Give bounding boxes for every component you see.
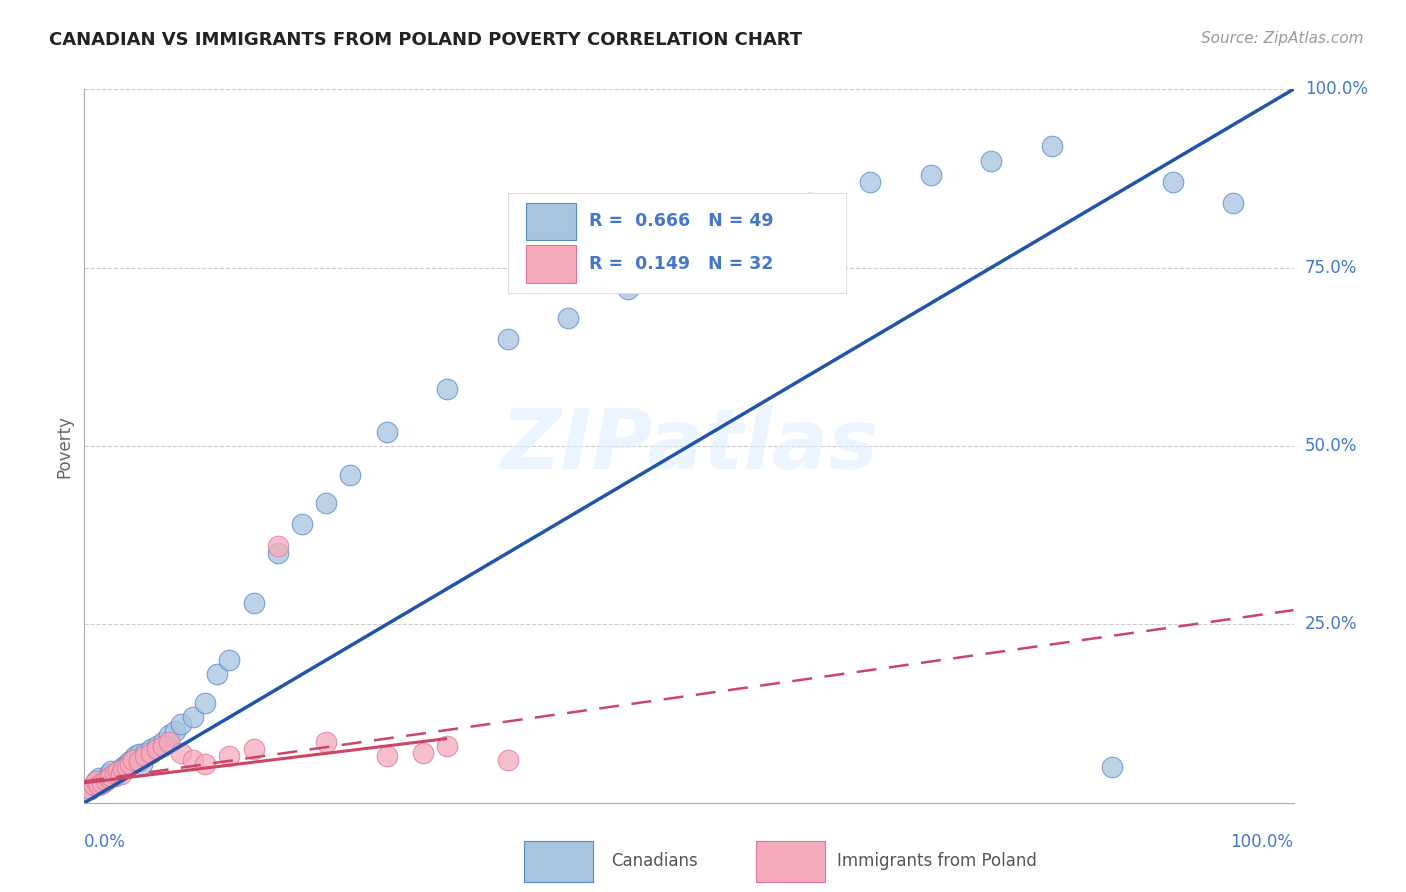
Point bbox=[1222, 196, 1244, 211]
Point bbox=[859, 175, 882, 189]
Point bbox=[170, 746, 193, 760]
Point bbox=[181, 710, 204, 724]
Point bbox=[87, 778, 110, 792]
Point bbox=[218, 653, 240, 667]
Point bbox=[110, 767, 132, 781]
Point bbox=[315, 735, 337, 749]
Point bbox=[121, 753, 143, 767]
Point bbox=[100, 769, 122, 783]
Text: Canadians: Canadians bbox=[612, 852, 699, 870]
FancyBboxPatch shape bbox=[526, 245, 576, 283]
Point bbox=[980, 153, 1002, 168]
Point bbox=[678, 253, 700, 268]
Point bbox=[91, 776, 114, 790]
Point bbox=[339, 467, 361, 482]
Point bbox=[94, 772, 117, 787]
Text: R =  0.666   N = 49: R = 0.666 N = 49 bbox=[589, 212, 773, 230]
Point bbox=[617, 282, 640, 296]
Text: ZIPatlas: ZIPatlas bbox=[501, 406, 877, 486]
Point bbox=[110, 762, 132, 776]
Point bbox=[496, 753, 519, 767]
Point bbox=[146, 742, 169, 756]
Point bbox=[557, 310, 579, 325]
Point bbox=[121, 753, 143, 767]
Text: 50.0%: 50.0% bbox=[1305, 437, 1357, 455]
Point bbox=[207, 667, 229, 681]
Point bbox=[107, 765, 129, 780]
Point bbox=[83, 778, 105, 792]
Point bbox=[139, 746, 162, 760]
Point bbox=[112, 762, 135, 776]
Point bbox=[436, 382, 458, 396]
Point bbox=[107, 764, 129, 778]
Point bbox=[157, 735, 180, 749]
Point bbox=[134, 746, 156, 760]
Point bbox=[496, 332, 519, 346]
Point bbox=[97, 771, 120, 785]
Point bbox=[436, 739, 458, 753]
Point bbox=[242, 596, 264, 610]
Point bbox=[170, 717, 193, 731]
Point bbox=[79, 781, 101, 796]
Point bbox=[412, 746, 434, 760]
Point bbox=[83, 778, 105, 792]
Text: Source: ZipAtlas.com: Source: ZipAtlas.com bbox=[1201, 31, 1364, 46]
Point bbox=[128, 747, 150, 762]
Point bbox=[104, 765, 127, 780]
Point bbox=[100, 764, 122, 778]
Point bbox=[104, 769, 127, 783]
Point bbox=[115, 756, 138, 771]
Point bbox=[218, 749, 240, 764]
Point bbox=[375, 749, 398, 764]
Point bbox=[94, 772, 117, 787]
Point bbox=[267, 546, 290, 560]
Point bbox=[146, 739, 169, 753]
Point bbox=[128, 755, 150, 769]
Point bbox=[291, 517, 314, 532]
Point bbox=[134, 749, 156, 764]
Point bbox=[86, 774, 108, 789]
Point bbox=[920, 168, 942, 182]
Point bbox=[194, 696, 217, 710]
Point bbox=[152, 739, 174, 753]
Text: 25.0%: 25.0% bbox=[1305, 615, 1357, 633]
Point bbox=[91, 776, 114, 790]
Point bbox=[79, 781, 101, 796]
Point bbox=[799, 196, 821, 211]
Point bbox=[315, 496, 337, 510]
Text: R =  0.149   N = 32: R = 0.149 N = 32 bbox=[589, 255, 773, 273]
Point bbox=[375, 425, 398, 439]
Point bbox=[163, 724, 186, 739]
Point bbox=[157, 728, 180, 742]
Point bbox=[152, 735, 174, 749]
FancyBboxPatch shape bbox=[508, 193, 846, 293]
Point bbox=[120, 756, 142, 771]
Point bbox=[738, 225, 761, 239]
Text: 75.0%: 75.0% bbox=[1305, 259, 1357, 277]
Point bbox=[1040, 139, 1063, 153]
Point bbox=[87, 771, 110, 785]
Point bbox=[86, 774, 108, 789]
Point bbox=[194, 756, 217, 771]
Text: 100.0%: 100.0% bbox=[1305, 80, 1368, 98]
Point bbox=[181, 753, 204, 767]
Point bbox=[1161, 175, 1184, 189]
Text: Immigrants from Poland: Immigrants from Poland bbox=[837, 852, 1036, 870]
Text: CANADIAN VS IMMIGRANTS FROM POLAND POVERTY CORRELATION CHART: CANADIAN VS IMMIGRANTS FROM POLAND POVER… bbox=[49, 31, 803, 49]
Point bbox=[1101, 760, 1123, 774]
Point bbox=[97, 767, 120, 781]
Point bbox=[124, 749, 146, 764]
FancyBboxPatch shape bbox=[526, 202, 576, 240]
Point bbox=[120, 755, 142, 769]
Point bbox=[242, 742, 264, 756]
Point bbox=[112, 760, 135, 774]
Point bbox=[115, 760, 138, 774]
Point bbox=[131, 756, 153, 771]
Text: 100.0%: 100.0% bbox=[1230, 833, 1294, 851]
Point bbox=[267, 539, 290, 553]
Text: 0.0%: 0.0% bbox=[84, 833, 127, 851]
Y-axis label: Poverty: Poverty bbox=[55, 415, 73, 477]
Point bbox=[139, 742, 162, 756]
